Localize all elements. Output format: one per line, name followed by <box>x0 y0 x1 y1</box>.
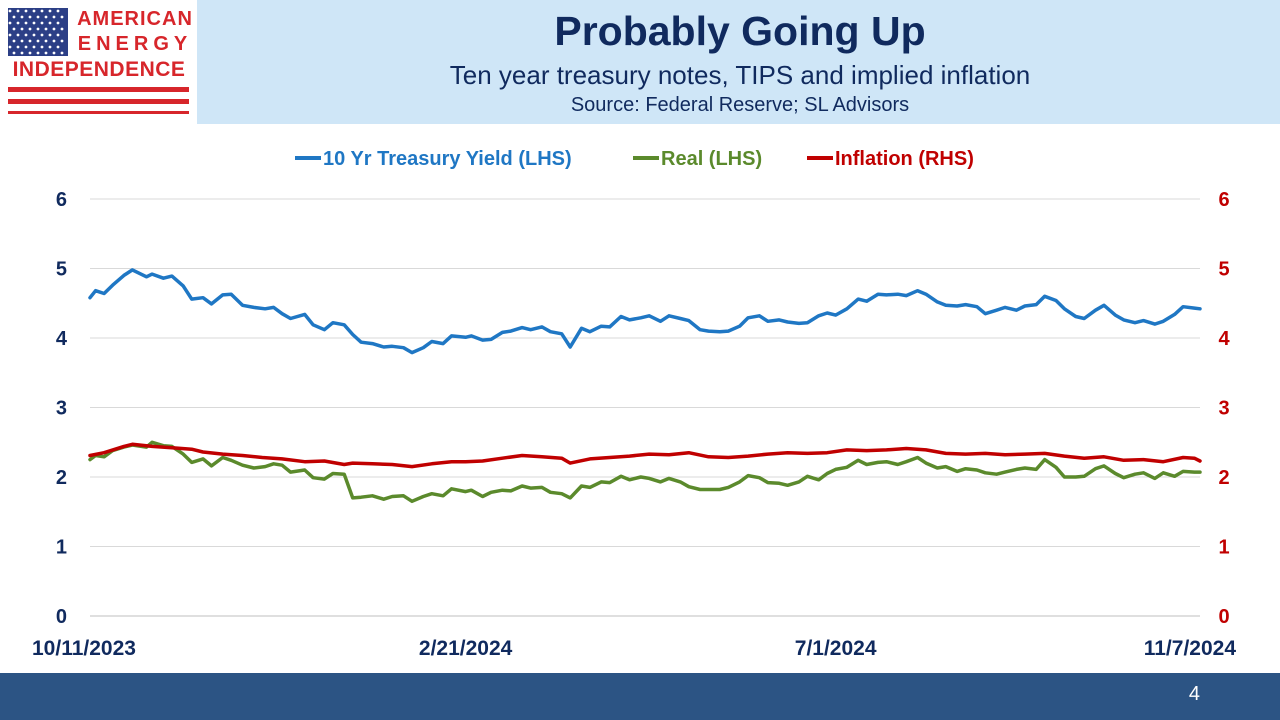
legend-label: 10 Yr Treasury Yield (LHS) <box>323 148 572 170</box>
y-left-tick-label: 5 <box>56 259 67 281</box>
page-subtitle: Ten year treasury notes, TIPS and implie… <box>449 60 1031 90</box>
y-right-tick-label: 3 <box>1218 398 1229 420</box>
y-left-tick-label: 2 <box>56 467 67 489</box>
y-left-tick-label: 6 <box>56 189 67 211</box>
y-left-tick-label: 0 <box>56 606 67 628</box>
legend-label: Inflation (RHS) <box>835 148 974 170</box>
series-line <box>88 440 1202 504</box>
y-right-tick-label: 4 <box>1218 328 1230 350</box>
y-right-tick-label: 0 <box>1218 606 1229 628</box>
y-right-tick-label: 2 <box>1218 467 1229 489</box>
x-tick-label: 2/21/2024 <box>419 637 513 660</box>
y-left-tick-label: 4 <box>56 328 68 350</box>
x-tick-label: 7/1/2024 <box>795 637 877 660</box>
logo-line-2: ENERGY <box>77 33 193 55</box>
flag-icon <box>8 8 68 56</box>
logo-line-3: INDEPENDENCE <box>12 58 186 81</box>
y-left-tick-label: 1 <box>56 537 67 559</box>
legend-label: Real (LHS) <box>661 148 762 170</box>
y-right-tick-label: 6 <box>1218 189 1229 211</box>
logo: AMERICAN ENERGY INDEPENDENCE <box>0 0 197 124</box>
logo-line-1: AMERICAN <box>77 8 193 30</box>
logo-stripe <box>8 111 189 114</box>
line-chart: 0 1 2 3 4 5 6 0 1 2 3 4 5 6 10/11/2023 2/21/2024 7/1/202… <box>32 148 1237 660</box>
series-line <box>88 442 1202 469</box>
x-tick-label: 11/7/2024 <box>1144 637 1237 660</box>
page-number: 4 <box>1188 683 1200 705</box>
logo-stripe <box>8 87 189 92</box>
y-left-tick-label: 3 <box>56 398 67 420</box>
logo-stripe <box>8 99 189 104</box>
x-tick-label: 10/11/2023 <box>32 637 136 660</box>
y-right-tick-label: 1 <box>1218 537 1229 559</box>
series-line <box>88 268 1202 355</box>
source-note: Source: Federal Reserve; SL Advisors <box>570 94 910 116</box>
page-title: Probably Going Up <box>554 8 926 54</box>
y-right-tick-label: 5 <box>1218 259 1229 281</box>
header-band <box>0 0 1280 124</box>
footer-bar: 4 <box>0 673 1280 720</box>
